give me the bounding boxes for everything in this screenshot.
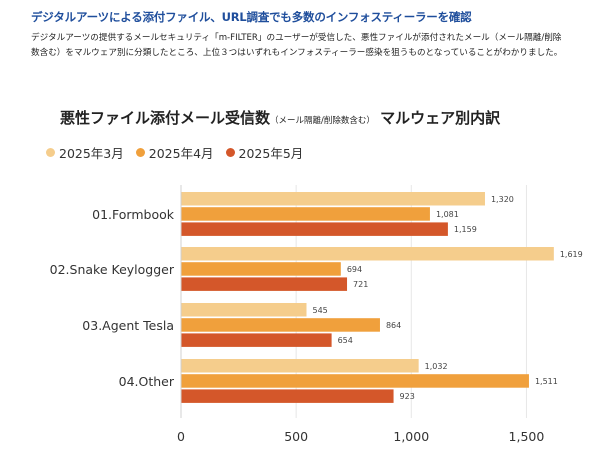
chart-title-main: 悪性ファイル添付メール受信数 bbox=[60, 109, 271, 127]
legend-label-0: 2025年3月 bbox=[59, 145, 124, 161]
article-headline: デジタルアーツによる添付ファイル、URL調査でも多数のインフォスティーラーを確認 bbox=[31, 10, 472, 24]
data-label: 1,619 bbox=[560, 250, 583, 259]
bar bbox=[181, 303, 307, 317]
x-tick-label: 1,500 bbox=[509, 429, 545, 444]
bar bbox=[181, 318, 380, 332]
data-label: 694 bbox=[347, 265, 362, 274]
data-label: 1,081 bbox=[436, 210, 459, 219]
bar bbox=[181, 359, 419, 373]
data-label: 545 bbox=[313, 306, 328, 315]
data-label: 864 bbox=[386, 321, 401, 330]
data-label: 1,511 bbox=[535, 377, 558, 386]
legend-label-2: 2025年5月 bbox=[238, 145, 304, 161]
x-tick-label: 500 bbox=[284, 429, 308, 444]
x-tick-label: 1,000 bbox=[393, 429, 429, 444]
bar bbox=[181, 374, 529, 388]
bar bbox=[181, 262, 341, 276]
bar bbox=[181, 192, 485, 206]
chart-title-note: （メール隔離/削除数含む） bbox=[270, 116, 375, 126]
x-tick-label: 0 bbox=[177, 429, 185, 444]
data-label: 721 bbox=[353, 280, 368, 289]
article-body: デジタルアーツの提供するメールセキュリティ「m-FILTER」のユーザーが受信し… bbox=[31, 33, 563, 58]
legend-item-1: 2025年4月 bbox=[135, 143, 214, 162]
data-label: 923 bbox=[400, 392, 415, 401]
data-label: 1,320 bbox=[491, 195, 514, 204]
bar bbox=[181, 277, 348, 291]
category-label: 04.Other bbox=[119, 374, 175, 389]
legend-label-1: 2025年4月 bbox=[148, 145, 214, 161]
category-label: 01.Formbook bbox=[92, 207, 175, 222]
data-label: 1,032 bbox=[425, 362, 448, 371]
bar bbox=[181, 389, 394, 403]
data-label: 1,159 bbox=[454, 225, 477, 234]
legend-swatch-0 bbox=[46, 147, 55, 157]
bar bbox=[181, 333, 332, 347]
bar bbox=[181, 247, 554, 261]
legend-swatch-2 bbox=[225, 147, 235, 157]
bar bbox=[181, 207, 430, 221]
category-label: 03.Agent Tesla bbox=[82, 318, 174, 333]
category-label: 02.Snake Keylogger bbox=[50, 262, 175, 277]
legend-swatch-1 bbox=[135, 147, 145, 157]
bar bbox=[181, 222, 448, 236]
chart-title: 悪性ファイル添付メール受信数（メール隔離/削除数含む） マルウェア別内訳 bbox=[60, 107, 500, 128]
data-label: 654 bbox=[338, 336, 353, 345]
chart-title-suffix: マルウェア別内訳 bbox=[380, 109, 501, 127]
chart-legend: 2025年3月 2025年4月 2025年5月 bbox=[46, 143, 315, 161]
legend-item-2: 2025年5月 bbox=[225, 143, 304, 162]
legend-item-0: 2025年3月 bbox=[46, 143, 124, 162]
